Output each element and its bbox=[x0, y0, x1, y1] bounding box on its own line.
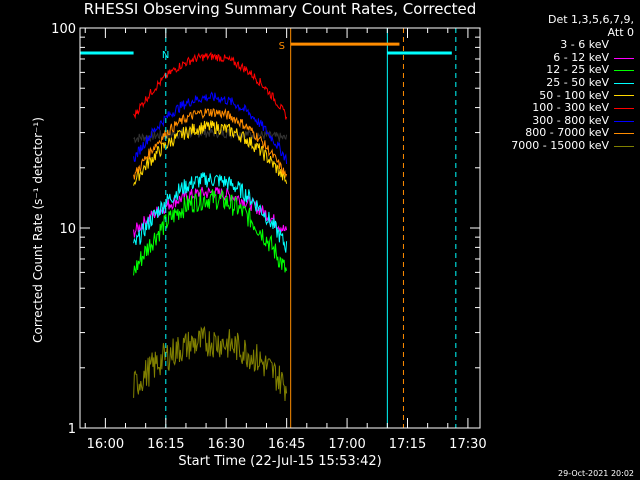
legend-label: 3 - 6 keV bbox=[560, 38, 609, 52]
series-line bbox=[133, 107, 288, 180]
x-tick-label: 17:00 bbox=[328, 437, 365, 452]
legend-entry: 25 - 50 keV bbox=[474, 75, 634, 90]
x-axis-label: Start Time (22-Jul-15 15:53:42) bbox=[178, 454, 382, 469]
legend-entry: 100 - 300 keV bbox=[474, 102, 634, 115]
legend-swatch bbox=[614, 70, 634, 72]
legend-swatch bbox=[614, 120, 634, 122]
legend-label: 100 - 300 keV bbox=[532, 101, 609, 115]
legend: Det 1,3,5,6,7,9, Att 0 3 - 6 keV 6 - 12 k… bbox=[474, 13, 634, 153]
legend-entry: 50 - 100 keV bbox=[474, 88, 634, 103]
y-tick-label: 1 bbox=[68, 422, 76, 437]
footer-date: 29-Oct-2021 20:02 bbox=[558, 469, 634, 478]
x-tick-label: 16:45 bbox=[268, 437, 305, 452]
legend-swatch bbox=[614, 44, 634, 46]
y-axis-label: Corrected Count Rate (s⁻¹ detector⁻¹) bbox=[31, 117, 45, 343]
legend-label: 25 - 50 keV bbox=[546, 75, 609, 89]
legend-label: 6 - 12 keV bbox=[553, 50, 609, 64]
y-tick-label: 100 bbox=[51, 22, 76, 37]
legend-label: 7000 - 15000 keV bbox=[511, 138, 609, 152]
legend-entry: 12 - 25 keV bbox=[474, 64, 634, 77]
legend-swatch bbox=[614, 133, 634, 135]
legend-header-line-1: Det 1,3,5,6,7,9, bbox=[547, 13, 634, 26]
marker-label: N bbox=[162, 50, 169, 61]
series-line bbox=[133, 325, 288, 402]
series-line bbox=[133, 189, 288, 276]
series-line bbox=[133, 172, 288, 253]
x-tick-label: 17:30 bbox=[449, 437, 486, 452]
legend-swatch bbox=[614, 145, 634, 147]
chart-title: RHESSI Observing Summary Count Rates, Co… bbox=[83, 0, 477, 18]
x-tick-label: 16:00 bbox=[87, 437, 124, 452]
series-line bbox=[133, 120, 288, 186]
legend-entry: 6 - 12 keV bbox=[474, 50, 634, 65]
legend-label: 300 - 800 keV bbox=[532, 113, 609, 127]
x-tick-label: 16:15 bbox=[147, 437, 184, 452]
legend-entry: 300 - 800 keV bbox=[474, 113, 634, 128]
legend-swatch bbox=[614, 107, 634, 109]
y-tick-label: 10 bbox=[59, 222, 76, 237]
legend-entry: 800 - 7000 keV bbox=[474, 127, 634, 140]
marker-label: S bbox=[279, 41, 285, 52]
legend-header-line-2: Att 0 bbox=[607, 25, 634, 39]
series-line bbox=[133, 51, 288, 120]
legend-label: 800 - 7000 keV bbox=[525, 126, 609, 140]
x-tick-label: 17:15 bbox=[389, 437, 426, 452]
legend-label: 12 - 25 keV bbox=[546, 63, 609, 77]
legend-swatch bbox=[614, 95, 634, 97]
legend-swatch bbox=[614, 82, 634, 84]
legend-label: 50 - 100 keV bbox=[539, 88, 609, 102]
x-tick-label: 16:30 bbox=[207, 437, 244, 452]
legend-swatch bbox=[614, 57, 634, 59]
legend-entry: 3 - 6 keV bbox=[474, 39, 634, 52]
series-line bbox=[133, 91, 288, 165]
legend-entry: 7000 - 15000 keV bbox=[474, 138, 634, 153]
